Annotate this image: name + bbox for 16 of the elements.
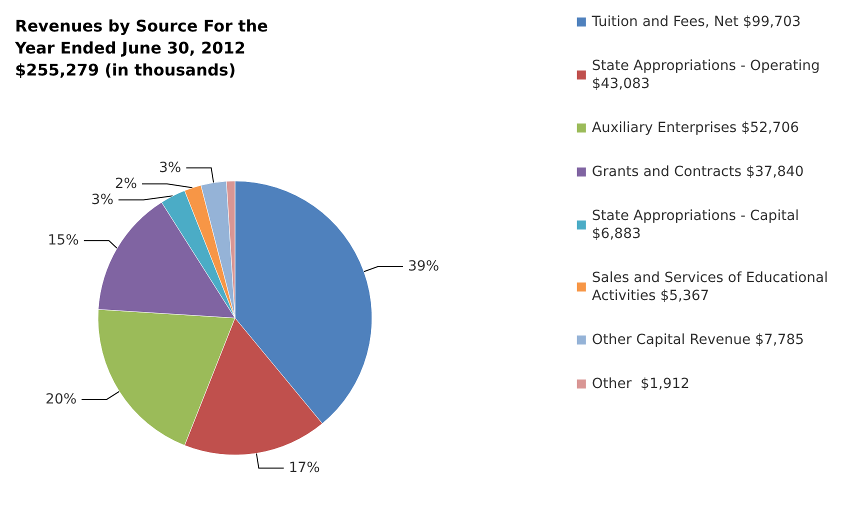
- legend-label: State Appropriations - Capital $6,883: [592, 208, 800, 242]
- legend-label: Other Capital Revenue $7,785: [592, 332, 804, 348]
- data-label: 20%: [46, 391, 77, 408]
- legend-label: State Appropriations - Operating $43,083: [592, 58, 820, 92]
- data-label: 39%: [408, 258, 440, 275]
- legend-label: Tuition and Fees, Net $99,703: [590, 14, 801, 30]
- data-label: 3%: [159, 160, 182, 176]
- text: Revenues by Source For the Year Ended June 30, 2012 $255,279 (in thousands): [14, 16, 268, 80]
- legend-label: Sales and Services of Educational Activities $5,367: [592, 270, 828, 304]
- legend-label: Other $1,912: [592, 376, 690, 392]
- data-label: 3%: [91, 192, 114, 208]
- data-label: 17%: [288, 460, 320, 476]
- data-label: 15%: [48, 232, 79, 249]
- legend-label: Grants and Contracts $37,840: [592, 164, 804, 180]
- data-label: 2%: [114, 176, 138, 192]
- legend-label: Auxiliary Enterprises $52,706: [592, 120, 800, 136]
